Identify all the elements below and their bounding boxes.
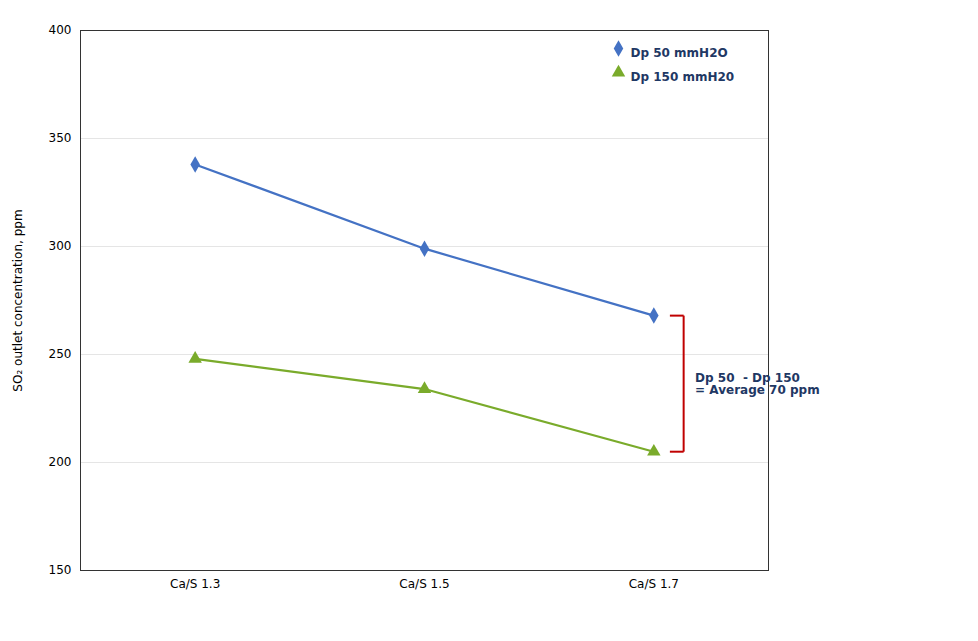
svg-text:SO₂ outlet concentration, ppm: SO₂ outlet concentration, ppm [11,209,25,391]
svg-text:250: 250 [49,347,72,361]
svg-text:300: 300 [49,239,72,253]
svg-text:Dp 150 mmH20: Dp 150 mmH20 [631,70,735,84]
svg-text:200: 200 [49,455,72,469]
svg-text:400: 400 [49,23,72,37]
svg-text:Dp 50 - Dp 150= Average 70 pp: Dp 50 - Dp 150= Average 70 ppm [695,371,820,397]
svg-text:350: 350 [49,131,72,145]
svg-text:Ca/S 1.3: Ca/S 1.3 [170,577,220,591]
svg-text:Ca/S 1.5: Ca/S 1.5 [399,577,449,591]
svg-text:Dp 50 mmH2O: Dp 50 mmH2O [631,46,728,60]
svg-text:150: 150 [49,563,72,577]
svg-text:Ca/S 1.7: Ca/S 1.7 [629,577,679,591]
